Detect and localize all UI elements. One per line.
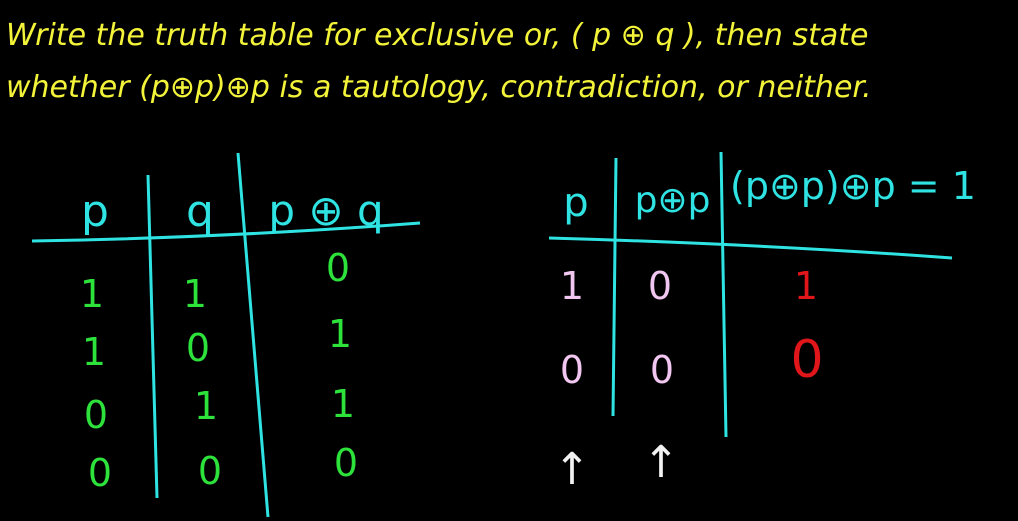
table1-header-p: p [81,186,109,237]
table1-r2-q: 0 [185,326,211,370]
table1-header-xor: p ⊕ q [268,186,384,235]
table2-header-p: p [563,180,589,226]
prompt-line-2: whether (p⊕p)⊕p is a tautology, contradi… [6,70,872,105]
table1-r3-p: 0 [83,393,109,437]
table1-header-q: q [186,186,214,237]
table1-r2-xor: 1 [327,312,353,356]
table2-r1-pxorp: 0 [647,264,673,308]
table1-r4-q: 0 [197,449,223,493]
table1-r1-q: 1 [182,272,208,316]
table1-r3-xor: 1 [330,382,356,426]
table2-r2-p: 0 [559,348,585,392]
table1-divider-2 [236,152,270,518]
table2-r2-pxorp: 0 [649,348,675,392]
table1-r3-q: 1 [193,384,219,428]
table1-divider-1 [146,174,159,499]
table2-divider-1 [611,157,618,417]
table1-header-rule [31,221,421,243]
table1-r4-p: 0 [87,451,113,495]
table1-r4-xor: 0 [333,441,359,485]
table1-r2-p: 1 [81,330,107,374]
table2-header-expression: (p⊕p)⊕p = 1 [730,164,976,208]
prompt-line-1: Write the truth table for exclusive or, … [6,18,869,53]
table2-r1-p: 1 [559,264,585,308]
arrow-up-icon: ↑ [553,444,591,495]
table2-r1-result: 1 [793,264,819,308]
table1-r1-p: 1 [79,272,105,316]
table2-r2-result: 0 [790,330,824,390]
arrow-up-icon: ↑ [642,437,680,488]
table2-header-pxorp: p⊕p [634,180,711,221]
table2-divider-2 [719,151,728,438]
table2-header-rule [548,236,953,260]
table1-r1-xor: 0 [325,246,351,290]
